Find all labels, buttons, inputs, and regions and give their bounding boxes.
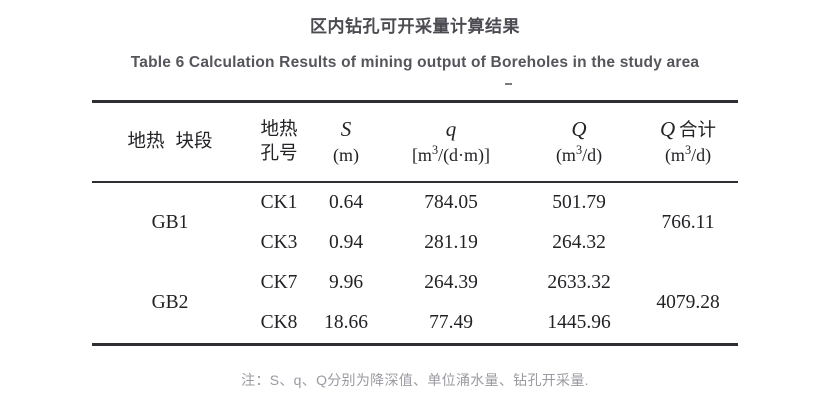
table-bottom-rule — [92, 343, 738, 346]
header-Q-total-symbol: Q 合计 — [660, 117, 716, 142]
borehole-results-table: 地热 块段 地热 孔号 S (m) q [m3/(d·m)] Q (m3/d — [92, 103, 738, 181]
borehole-results-body: GB1 CK1 0.64 784.05 501.79 766.11 CK3 0.… — [92, 183, 738, 343]
header-s-unit: (m) — [333, 144, 359, 165]
cell-hole: CK8 — [260, 312, 298, 333]
header-s-symbol: S — [340, 117, 352, 142]
page-title-english: Table 6 Calculation Results of mining ou… — [130, 54, 700, 71]
cell-Q: 264.32 — [552, 232, 606, 253]
cell-Q: 1445.96 — [547, 312, 611, 333]
cell-q: 264.39 — [424, 272, 478, 293]
table-footnote: 注：S、q、Q分别为降深值、单位涌水量、钻孔开采量. — [241, 372, 589, 388]
cell-s: 18.66 — [324, 312, 368, 333]
table-header-row: 地热 块段 地热 孔号 S (m) q [m3/(d·m)] Q (m3/d — [92, 103, 738, 181]
table-top-rule — [92, 100, 738, 103]
cell-hole: CK3 — [260, 232, 298, 253]
header-hole-line1: 地热 — [260, 119, 298, 140]
table-row: CK3 0.94 281.19 264.32 — [92, 223, 738, 263]
cell-hole: CK1 — [260, 192, 298, 213]
header-block-line1: 地热 — [127, 132, 165, 153]
header-block-line2: 块段 — [175, 132, 213, 153]
cell-s: 0.94 — [328, 232, 364, 253]
header-cell-Q-total: Q 合计 (m3/d) — [638, 103, 738, 181]
cell-block: GB2 — [151, 292, 189, 313]
cell-q: 784.05 — [424, 192, 478, 213]
cell-block: GB1 — [151, 212, 189, 233]
header-hole-line2: 孔号 — [260, 144, 298, 164]
header-cell-Q: Q (m3/d) — [520, 103, 638, 181]
table-row: GB2 CK7 9.96 264.39 2633.32 4079.28 — [92, 263, 738, 313]
page-title-chinese: 区内钻孔可开采量计算结果 — [310, 17, 520, 36]
scan-artifact-dash — [505, 83, 512, 85]
cell-hole: CK7 — [260, 272, 298, 293]
header-Q-symbol: Q — [571, 117, 587, 142]
cell-Q: 501.79 — [552, 192, 606, 213]
table-row: CK8 18.66 77.49 1445.96 — [92, 303, 738, 343]
cell-q: 77.49 — [429, 312, 473, 333]
header-cell-s: S (m) — [310, 103, 382, 181]
cell-Q: 2633.32 — [547, 272, 611, 293]
header-cell-hole: 地热 孔号 — [248, 103, 310, 181]
header-cell-block: 地热 块段 — [92, 103, 248, 181]
cell-s: 0.64 — [328, 192, 364, 213]
header-cell-q: q [m3/(d·m)] — [382, 103, 520, 181]
header-Q-unit: (m3/d) — [555, 142, 603, 165]
table-row: GB1 CK1 0.64 784.05 501.79 766.11 — [92, 183, 738, 233]
data-table-container: 地热 块段 地热 孔号 S (m) q [m3/(d·m)] Q (m3/d — [92, 100, 738, 346]
cell-Q-total: 4079.28 — [656, 292, 720, 313]
table-header-rule — [92, 181, 738, 183]
header-q-unit: [m3/(d·m)] — [411, 142, 491, 165]
header-q-symbol: q — [445, 117, 457, 142]
cell-s: 9.96 — [328, 272, 364, 293]
header-Q-total-unit: (m3/d) — [664, 142, 712, 165]
cell-Q-total: 766.11 — [661, 212, 715, 233]
cell-q: 281.19 — [424, 232, 478, 253]
